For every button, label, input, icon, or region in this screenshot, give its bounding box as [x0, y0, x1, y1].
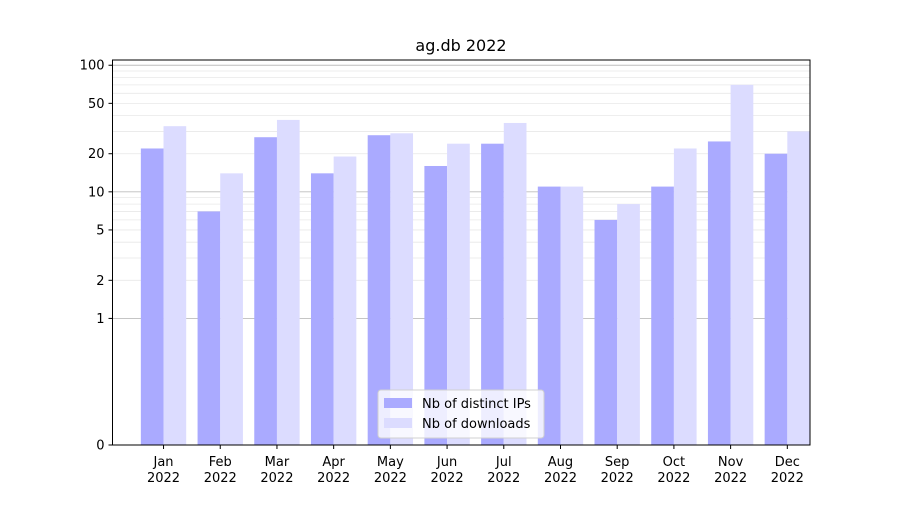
y-tick-label: 2: [96, 274, 104, 289]
bar-ips-dec: [764, 153, 788, 446]
x-tick-label-year: 2022: [601, 471, 634, 486]
legend-label: Nb of downloads: [422, 417, 531, 432]
x-tick-label-year: 2022: [714, 471, 747, 486]
bar-downloads-sep: [617, 204, 640, 445]
bar-downloads-jul: [503, 122, 527, 445]
y-tick-label: 1: [96, 312, 104, 327]
x-tick-label-year: 2022: [204, 471, 237, 486]
bar-downloads-jan: [163, 126, 187, 446]
bar-ips-mar: [254, 137, 277, 446]
x-tick-label-month: Sep: [605, 455, 630, 470]
y-tick-label: 20: [88, 147, 105, 162]
y-tick-label: 0: [96, 439, 104, 454]
x-tick-label-month: Feb: [209, 455, 232, 470]
x-tick-label-year: 2022: [657, 471, 690, 486]
x-tick-label-year: 2022: [260, 471, 293, 486]
x-tick-label-year: 2022: [771, 471, 804, 486]
bar-downloads-feb: [220, 173, 243, 445]
bar-downloads-apr: [333, 156, 357, 446]
x-tick-label-year: 2022: [374, 471, 407, 486]
y-tick-label: 100: [80, 59, 105, 74]
x-tick-label-month: Jan: [153, 455, 174, 470]
legend: Nb of distinct IPs Nb of downloads: [377, 389, 545, 439]
bar-ips-nov: [707, 141, 731, 445]
bar-ips-aug: [537, 186, 561, 446]
y-tick-label: 10: [88, 185, 105, 200]
bar-downloads-may: [390, 133, 414, 445]
bar-ips-oct: [651, 186, 674, 446]
x-tick-label-month: Mar: [265, 455, 290, 470]
x-tick-label-month: Jun: [436, 455, 457, 470]
plot-frame: [112, 59, 811, 446]
x-tick-label-year: 2022: [431, 471, 464, 486]
x-tick-label-year: 2022: [317, 471, 350, 486]
chart-title: ag.db 2022: [415, 36, 506, 55]
x-tick-label-month: Nov: [718, 455, 744, 470]
bar-downloads-nov: [730, 84, 754, 445]
bar-ips-apr: [310, 173, 334, 445]
bar-downloads-jun: [447, 143, 470, 445]
bar-downloads-dec: [787, 131, 810, 445]
legend-box: [377, 389, 545, 439]
bar-downloads-mar: [276, 119, 300, 445]
x-tick-label-month: Jul: [495, 455, 512, 470]
bars: [140, 84, 810, 446]
x-tick-label-month: Apr: [322, 455, 345, 470]
bar-ips-feb: [197, 211, 221, 445]
bar-ips-sep: [594, 219, 618, 445]
x-tick-label-month: May: [377, 455, 404, 470]
y-axis: 0 1 2 5 10 20 50 100: [80, 59, 113, 454]
bar-downloads-oct: [673, 148, 697, 445]
x-tick-label-month: Oct: [663, 455, 685, 470]
bar-ips-jun: [424, 165, 448, 446]
y-tick-label: 50: [88, 97, 105, 112]
legend-swatch: [384, 418, 412, 428]
y-tick-label: 5: [96, 223, 104, 238]
x-tick-label-year: 2022: [487, 471, 520, 486]
x-tick-label-year: 2022: [147, 471, 180, 486]
bar-ips-may: [367, 135, 391, 445]
legend-swatch: [384, 398, 412, 408]
bar-downloads-aug: [560, 186, 584, 446]
legend-label: Nb of distinct IPs: [422, 397, 531, 412]
bar-ips-jan: [140, 148, 164, 445]
x-axis: Jan2022Feb2022Mar2022Apr2022May2022Jun20…: [147, 445, 804, 486]
x-tick-label-month: Aug: [548, 455, 573, 470]
x-tick-label-month: Dec: [775, 455, 800, 470]
bar-ips-jul: [481, 143, 504, 445]
x-tick-label-year: 2022: [544, 471, 577, 486]
